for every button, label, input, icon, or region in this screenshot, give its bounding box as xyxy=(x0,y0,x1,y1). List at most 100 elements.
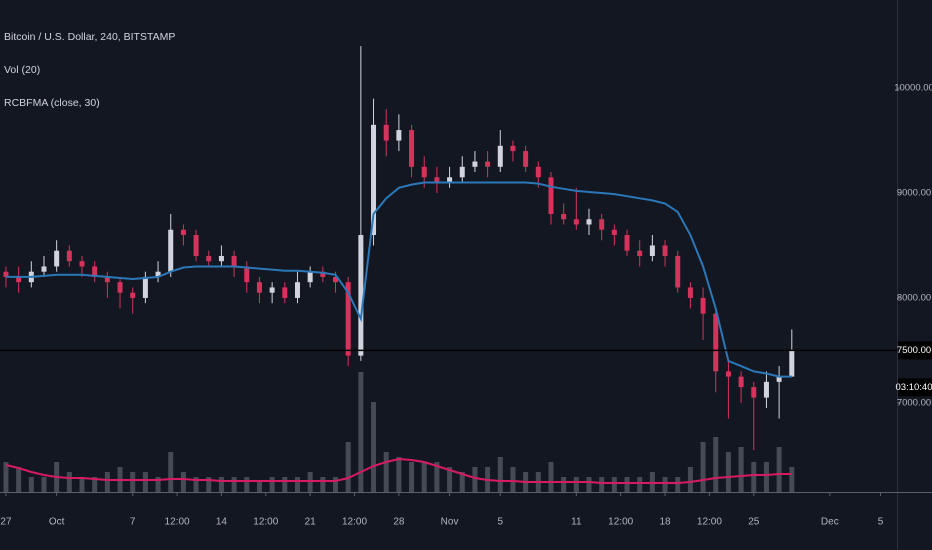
y-tick-label: 8000.00 xyxy=(897,292,931,303)
volume-bar xyxy=(434,462,440,492)
candle-body xyxy=(789,350,795,377)
candle-body xyxy=(320,271,326,277)
candle-body xyxy=(687,287,693,298)
chart-title: Bitcoin / U.S. Dollar, 240, BITSTAMP xyxy=(4,31,175,43)
x-tick-label: 5 xyxy=(878,517,884,528)
volume-bar xyxy=(28,477,34,492)
volume-bar xyxy=(345,442,351,492)
x-tick-label: 18 xyxy=(659,517,671,528)
candle-body xyxy=(586,219,592,225)
volume-bar xyxy=(599,477,605,492)
candle-body xyxy=(383,124,389,141)
candle-body xyxy=(599,219,605,230)
volume-bar xyxy=(738,447,744,492)
volume-bar xyxy=(776,447,782,492)
x-tick-label: 14 xyxy=(216,517,228,528)
y-tick-label: 10000.00 xyxy=(894,83,932,94)
candle-body xyxy=(725,371,731,377)
candle-body xyxy=(637,250,643,256)
volume-bar xyxy=(624,477,630,492)
y-tick-label: 7000.00 xyxy=(897,397,931,408)
candle-body xyxy=(16,276,22,283)
x-tick-label: Dec xyxy=(821,517,839,528)
plot-area xyxy=(3,46,795,492)
volume-bar xyxy=(396,457,402,492)
volume-bar xyxy=(573,477,579,492)
candle-body xyxy=(358,234,364,356)
candle-body xyxy=(307,271,313,283)
x-tick-label: Oct xyxy=(49,517,65,528)
x-tick-label: 7 xyxy=(130,517,136,528)
x-tick-label: 12:00 xyxy=(697,517,722,528)
ma-line xyxy=(6,181,792,378)
candle-body xyxy=(345,282,351,356)
legend-entry: Vol (20) xyxy=(4,64,40,76)
volume-bar xyxy=(700,442,706,492)
candle-body xyxy=(282,287,288,298)
candle-body xyxy=(459,166,465,178)
candle-body xyxy=(751,387,757,398)
candle-body xyxy=(54,250,60,267)
candle-body xyxy=(523,151,529,167)
candle-body xyxy=(396,130,402,141)
candle-body xyxy=(548,177,554,215)
x-tick-label: 27 xyxy=(0,517,12,528)
candle-body xyxy=(244,266,250,283)
volume-ma-line xyxy=(5,457,792,484)
candle-body xyxy=(256,282,262,293)
volume-bar xyxy=(586,477,592,492)
volume-bar xyxy=(637,477,643,492)
candle-body xyxy=(763,381,769,398)
candle-body xyxy=(155,271,161,277)
candle-body xyxy=(497,145,503,167)
volume-bar xyxy=(459,472,465,492)
volume-bar xyxy=(142,472,148,492)
candle-body xyxy=(269,287,275,293)
candle-body xyxy=(434,177,440,183)
candle-body xyxy=(421,166,427,178)
volume-bar xyxy=(447,467,453,492)
volume-bar xyxy=(548,462,554,492)
candle-body xyxy=(409,130,415,167)
candle-body xyxy=(168,229,174,272)
volume-bar xyxy=(41,477,47,492)
candle-body xyxy=(206,255,212,262)
x-tick-label: 12:00 xyxy=(165,517,190,528)
x-tick-label: 28 xyxy=(393,517,405,528)
volume-bar xyxy=(193,477,199,492)
x-tick-label: 25 xyxy=(748,517,760,528)
volume-bar xyxy=(79,477,85,492)
volume-bar xyxy=(256,482,262,492)
candle-body xyxy=(92,266,98,277)
candle-body xyxy=(66,250,72,262)
last-price-label: 7500.00 xyxy=(897,345,931,356)
countdown-box xyxy=(898,378,932,397)
x-tick-label: 12:00 xyxy=(342,517,367,528)
x-tick-label: 5 xyxy=(497,517,503,528)
volume-bar xyxy=(763,462,769,492)
volume-bar xyxy=(409,462,415,492)
volume-bar xyxy=(713,437,719,492)
x-tick-label: 21 xyxy=(305,517,317,528)
candle-body xyxy=(231,255,237,267)
candle-body xyxy=(675,255,681,288)
y-tick-label: 9000.00 xyxy=(897,188,931,199)
volume-bar xyxy=(383,452,389,492)
candle-body xyxy=(510,145,516,152)
candle-body xyxy=(535,166,541,178)
candle-body xyxy=(485,161,491,167)
volume-bar xyxy=(92,477,98,492)
volume-bar xyxy=(497,457,503,492)
candle-body xyxy=(142,276,148,298)
volume-bar xyxy=(66,472,72,492)
candle-body xyxy=(130,292,136,298)
last-price-box xyxy=(898,341,932,360)
volume-bar xyxy=(510,467,516,492)
volume-bar xyxy=(687,467,693,492)
volume-bar xyxy=(371,402,377,492)
volume-bar xyxy=(218,477,224,492)
candle-body xyxy=(738,376,744,388)
volume-bar xyxy=(282,477,288,492)
candle-body xyxy=(180,229,186,235)
